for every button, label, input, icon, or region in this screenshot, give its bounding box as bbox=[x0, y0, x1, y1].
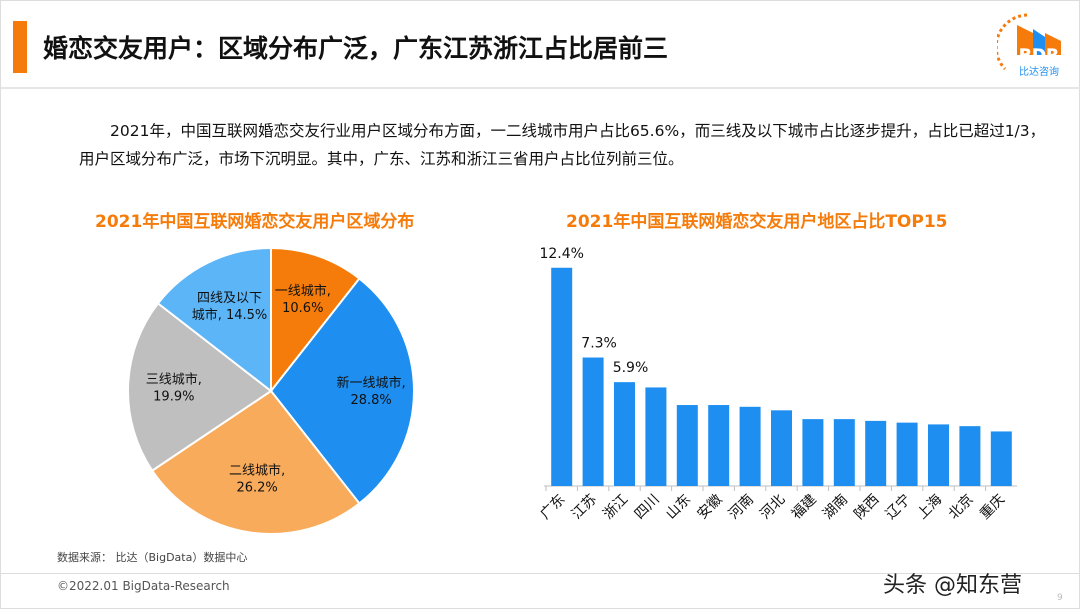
pie-value: 10.6% bbox=[282, 301, 323, 316]
data-label: 12.4% bbox=[539, 246, 583, 262]
x-tick-label: 山东 bbox=[663, 492, 694, 523]
bar bbox=[645, 387, 667, 486]
x-tick-label: 河南 bbox=[726, 492, 757, 523]
bar bbox=[551, 267, 573, 486]
pie-value: 26.2% bbox=[236, 481, 277, 496]
x-tick-label: 重庆 bbox=[977, 492, 1008, 523]
logo-subtitle: 比达咨询 bbox=[1019, 65, 1059, 78]
header-divider bbox=[1, 87, 1080, 89]
data-label: 7.3% bbox=[581, 336, 617, 352]
copyright: ©2022.01 BigData-Research bbox=[57, 579, 230, 593]
pie-label: 二线城市, 26.2% bbox=[229, 463, 285, 496]
bar bbox=[865, 420, 887, 486]
bar bbox=[833, 419, 855, 486]
bar bbox=[739, 406, 761, 486]
x-tick-label: 陕西 bbox=[851, 492, 882, 523]
pie-slice bbox=[150, 389, 361, 535]
bar bbox=[959, 426, 981, 486]
x-tick-label: 北京 bbox=[946, 492, 977, 523]
page-title: 婚恋交友用户：区域分布广泛，广东江苏浙江占比居前三 bbox=[43, 34, 669, 63]
page-number: 9 bbox=[1057, 593, 1063, 603]
pie-label: 四线及以下城市, 14.5% bbox=[192, 291, 268, 323]
bar bbox=[802, 419, 824, 486]
x-tick-label: 江苏 bbox=[569, 492, 600, 523]
bar bbox=[614, 382, 635, 486]
x-tick-label: 辽宁 bbox=[882, 491, 914, 523]
pie-label-text: 二线城市 bbox=[229, 463, 281, 479]
pie-chart-title: 2021年中国互联网婚恋交友用户区域分布 bbox=[95, 212, 415, 232]
intro-paragraph: 2021年，中国互联网婚恋交友行业用户区域分布方面，一二线城市用户占比65.6%… bbox=[79, 122, 1046, 168]
pie-value: 19.9% bbox=[153, 390, 194, 405]
watermark: 头条 @知东营 bbox=[883, 573, 1022, 598]
bar bbox=[708, 405, 730, 486]
pie-label-text: 三线城市 bbox=[146, 372, 198, 388]
x-tick-label: 湖南 bbox=[820, 492, 851, 523]
pie-slice bbox=[127, 301, 273, 473]
bar bbox=[928, 424, 949, 486]
x-tick-label: 上海 bbox=[914, 492, 945, 523]
pie-slice bbox=[269, 277, 415, 505]
pie-value: 28.8% bbox=[350, 393, 391, 408]
bar bbox=[676, 405, 698, 486]
bar bbox=[990, 431, 1012, 486]
bar-chart-title: 2021年中国互联网婚恋交友用户地区占比TOP15 bbox=[566, 212, 948, 232]
bar bbox=[582, 357, 604, 486]
pie-label: 一线城市, 10.6% bbox=[275, 283, 331, 316]
pie-label: 新一线城市, 28.8% bbox=[337, 375, 406, 408]
pie-slice bbox=[156, 246, 272, 394]
x-tick-label: 安徽 bbox=[694, 492, 725, 523]
title-accent-bar bbox=[13, 21, 27, 73]
x-tick-label: 浙江 bbox=[600, 492, 631, 523]
pie-label-text: 一线城市 bbox=[275, 283, 327, 299]
x-tick-label: 河北 bbox=[757, 492, 788, 523]
pie-value: 14.5% bbox=[226, 308, 267, 323]
bar bbox=[896, 422, 918, 486]
svg-text:BDR: BDR bbox=[1019, 46, 1059, 66]
bdr-logo: BDR 比达咨询 bbox=[997, 13, 1061, 78]
x-tick-label: 四川 bbox=[632, 492, 663, 523]
pie-label: 三线城市, 19.9% bbox=[146, 372, 202, 405]
bar-chart: 广东 12.4% 江苏 7.3% 浙江 5.9% 四川 山东 安徽 河南 河北 福建 湖南 陕西 辽宁 上海北… bbox=[537, 246, 1017, 523]
pie-label-text: 新一线城市 bbox=[337, 375, 402, 391]
x-tick-label: 福建 bbox=[789, 492, 820, 523]
data-source: 数据来源： 比达（BigData）数据中心 bbox=[57, 551, 248, 564]
data-label: 5.9% bbox=[613, 360, 649, 376]
x-tick-label: 广东 bbox=[537, 492, 568, 523]
pie-chart: 一线城市, 10.6% 新一线城市, 28.8% 二线城市, 26.2% 三线城市, 19.9… bbox=[127, 246, 415, 535]
pie-slice bbox=[270, 246, 361, 394]
bar bbox=[771, 410, 792, 486]
footer-divider bbox=[1, 573, 1080, 574]
